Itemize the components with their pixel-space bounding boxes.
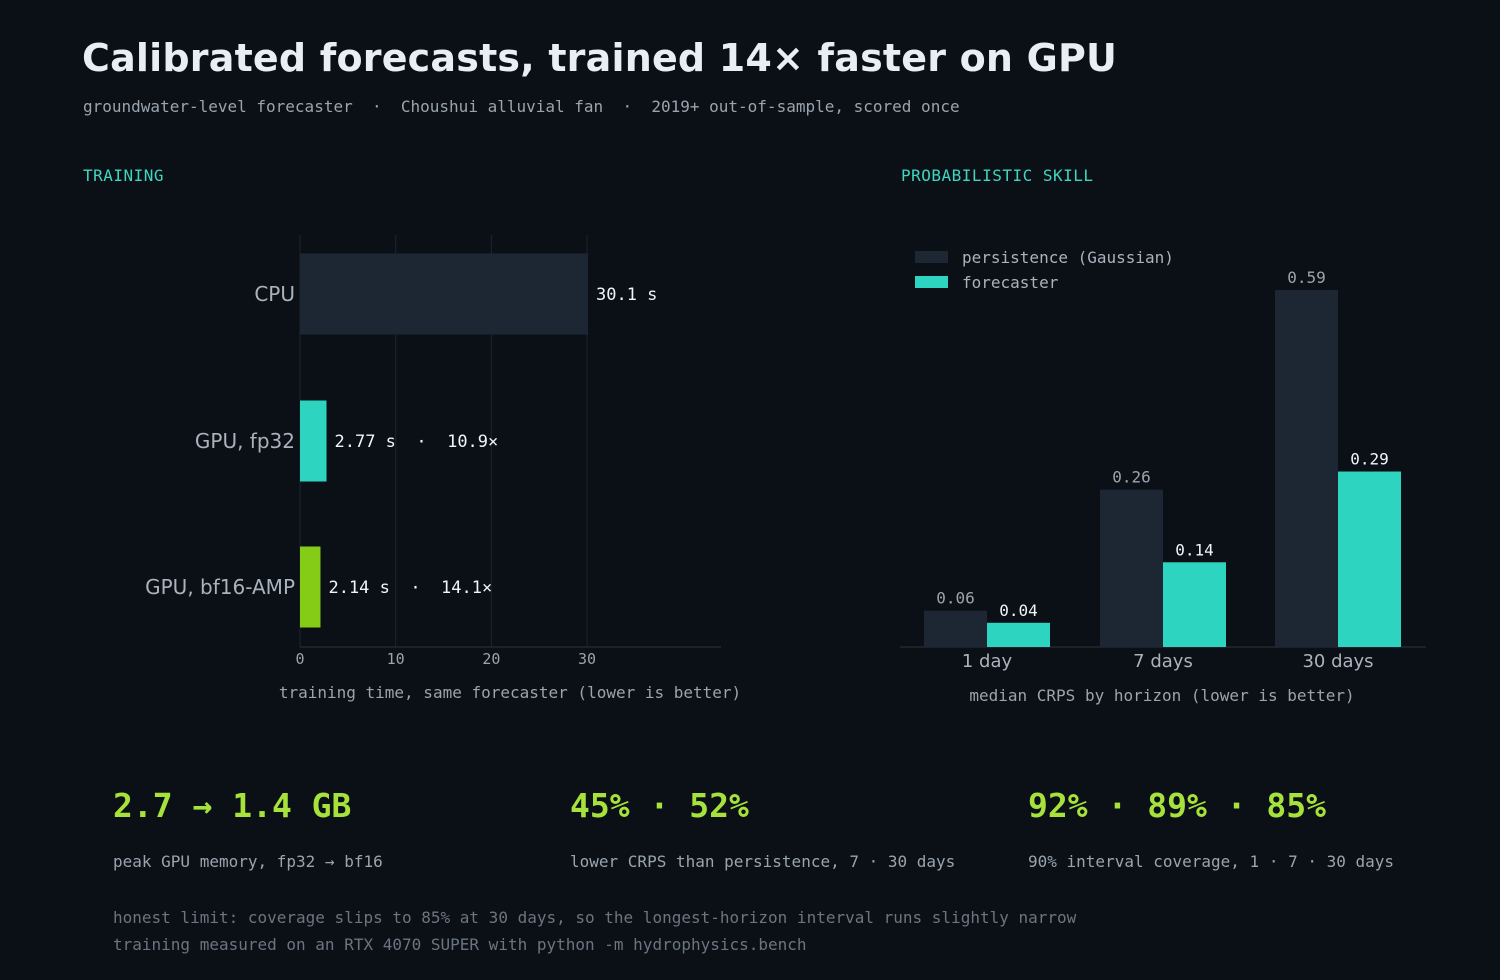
legend-label: persistence (Gaussian) — [962, 248, 1174, 267]
footnote-hardware: training measured on an RTX 4070 SUPER w… — [113, 935, 807, 954]
section-label-skill: PROBABILISTIC SKILL — [901, 166, 1094, 185]
bar-data-label: 0.14 — [1175, 540, 1214, 559]
x-category-label: 1 day — [962, 651, 1013, 672]
stat-value-crps-improvement: 45% · 52% — [570, 786, 749, 825]
y-category-label: GPU, bf16-AMP — [145, 575, 295, 599]
x-tick-label: 10 — [387, 650, 405, 668]
stat-label-crps-improvement: lower CRPS than persistence, 7 · 30 days — [570, 852, 956, 871]
bar-data-label: 30.1 s — [596, 285, 657, 305]
stat-label-coverage: 90% interval coverage, 1 · 7 · 30 days — [1028, 852, 1395, 871]
bar-data-label: 2.77 s · 10.9× — [335, 432, 499, 452]
bar-training-time — [300, 253, 589, 335]
bar-data-label: 2.14 s · 14.1× — [328, 578, 492, 598]
bar-data-label: 0.06 — [936, 589, 975, 608]
legend-label: forecaster — [962, 273, 1059, 292]
footnote-limit: honest limit: coverage slips to 85% at 3… — [113, 908, 1077, 927]
bar-data-label: 0.59 — [1287, 268, 1326, 287]
legend-swatch — [915, 276, 948, 288]
stat-label-memory: peak GPU memory, fp32 → bf16 — [113, 852, 383, 871]
training-time-chart: 0 10 20 30 CPU 30.1 s GPU, fp32 2.77 s · 10.9× G… — [145, 235, 741, 702]
bar-forecaster — [987, 622, 1050, 647]
bar-persistence — [924, 610, 987, 647]
x-tick-label: 30 — [578, 650, 596, 668]
section-label-training: TRAINING — [83, 166, 165, 185]
y-category-label: GPU, fp32 — [195, 429, 295, 453]
bar-training-time — [300, 400, 327, 482]
stat-value-memory: 2.7 → 1.4 GB — [113, 786, 352, 825]
page-subtitle: groundwater-level forecaster · Choushui … — [83, 97, 960, 116]
y-category-label: CPU — [254, 282, 295, 306]
bar-persistence — [1100, 489, 1163, 647]
bar-persistence — [1275, 290, 1338, 647]
x-tick-label: 0 — [295, 650, 304, 668]
bar-data-label: 0.04 — [999, 601, 1038, 620]
bar-data-label: 0.26 — [1112, 468, 1151, 487]
bar-forecaster — [1338, 471, 1401, 647]
x-category-label: 7 days — [1133, 651, 1193, 672]
x-category-label: 30 days — [1302, 651, 1373, 672]
bar-data-label: 0.29 — [1350, 450, 1389, 469]
legend-swatch — [915, 251, 948, 263]
x-axis-title: median CRPS by horizon (lower is better) — [969, 686, 1354, 705]
x-axis-title: training time, same forecaster (lower is… — [279, 683, 741, 702]
stat-value-coverage: 92% · 89% · 85% — [1028, 786, 1327, 825]
x-tick-label: 20 — [482, 650, 500, 668]
bar-forecaster — [1163, 562, 1226, 647]
crps-skill-chart: 0.06 0.04 1 day 0.26 0.14 7 days 0.59 0.29 30 da… — [900, 248, 1426, 705]
bar-training-time — [300, 546, 321, 628]
page-title: Calibrated forecasts, trained 14× faster… — [82, 36, 1118, 80]
